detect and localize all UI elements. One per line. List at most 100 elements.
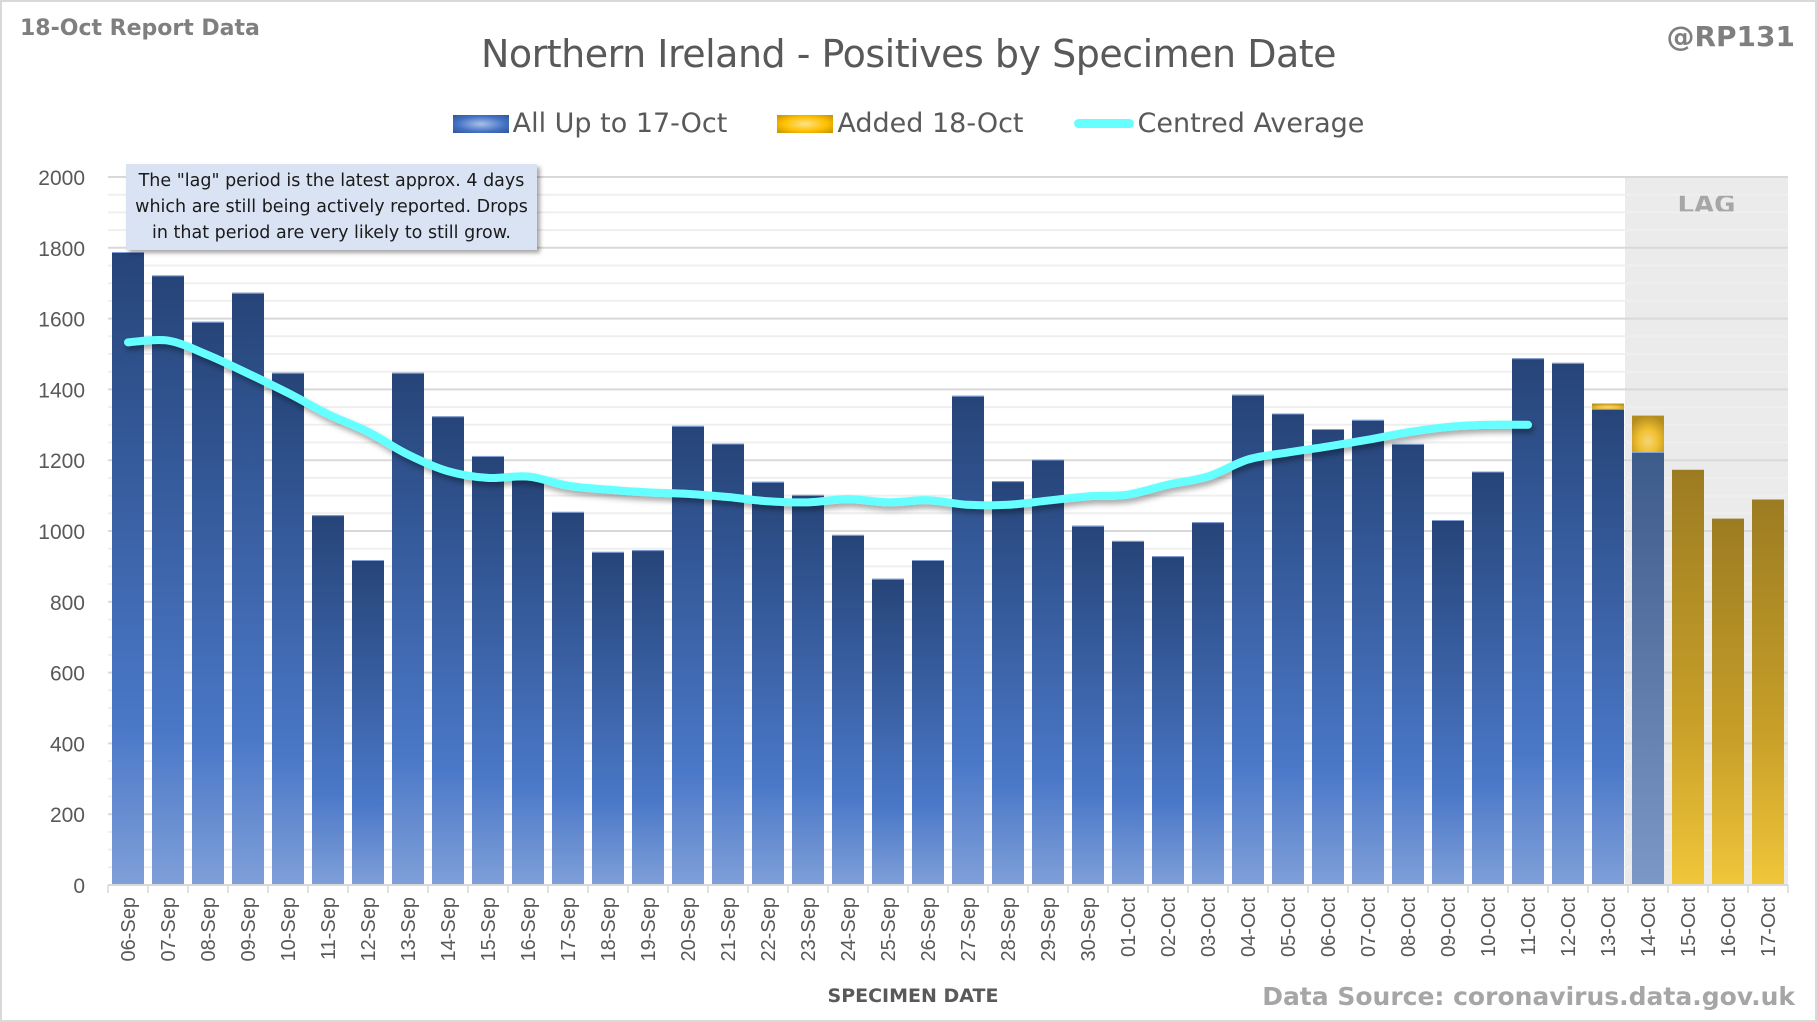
bar-all-up-to bbox=[512, 479, 544, 885]
x-tick-label: 14-Sep bbox=[438, 897, 460, 962]
x-tick-label: 23-Sep bbox=[798, 897, 820, 962]
bar-all-up-to bbox=[1272, 413, 1304, 885]
legend: All Up to 17-Oct Added 18-Oct Centred Av… bbox=[0, 108, 1817, 139]
x-tick-label: 05-Oct bbox=[1278, 897, 1300, 957]
x-tick-label: 09-Oct bbox=[1438, 897, 1460, 957]
x-tick-label: 30-Sep bbox=[1078, 897, 1100, 962]
legend-item-centred-average: Centred Average bbox=[1073, 108, 1365, 139]
bar-all-up-to bbox=[472, 455, 504, 885]
bar-all-up-to bbox=[152, 275, 184, 885]
bar-all-up-to bbox=[672, 425, 704, 885]
lag-annotation-note: The "lag" period is the latest approx. 4… bbox=[126, 164, 537, 250]
x-tick-label: 08-Oct bbox=[1398, 897, 1420, 957]
y-tick-label: 1600 bbox=[38, 309, 85, 332]
x-tick-label: 14-Oct bbox=[1638, 897, 1660, 957]
y-tick-label: 800 bbox=[50, 592, 85, 615]
x-tick-label: 11-Sep bbox=[318, 897, 340, 960]
x-tick-label: 28-Sep bbox=[998, 897, 1020, 962]
bar-all-up-to bbox=[592, 551, 624, 885]
x-tick-label: 17-Sep bbox=[558, 897, 580, 962]
chart-title: Northern Ireland - Positives by Specimen… bbox=[480, 32, 1337, 76]
y-tick-label: 1200 bbox=[38, 450, 85, 473]
bar-all-up-to bbox=[312, 515, 344, 885]
x-tick-label: 03-Oct bbox=[1198, 897, 1220, 957]
bar-all-up-to bbox=[1192, 522, 1224, 885]
bar-all-up-to bbox=[632, 550, 664, 885]
y-tick-label: 0 bbox=[73, 875, 85, 898]
bar-all-up-to bbox=[792, 494, 824, 885]
x-tick-label: 21-Sep bbox=[718, 897, 740, 962]
report-date-label: 18-Oct Report Data bbox=[20, 16, 260, 41]
x-tick-label: 13-Sep bbox=[398, 897, 420, 962]
x-tick-label: 29-Sep bbox=[1038, 897, 1060, 962]
x-tick-label: 10-Oct bbox=[1478, 897, 1500, 957]
x-tick-label: 06-Sep bbox=[118, 897, 140, 962]
bar-all-up-to bbox=[1312, 429, 1344, 885]
legend-item-all-up-to: All Up to 17-Oct bbox=[452, 108, 728, 139]
author-handle: @RP131 bbox=[1666, 20, 1795, 53]
bar-all-up-to bbox=[992, 481, 1024, 885]
x-tick-label: 15-Oct bbox=[1678, 897, 1700, 957]
bar-added bbox=[1592, 403, 1624, 409]
bar-all-up-to bbox=[1152, 556, 1184, 885]
bar-all-up-to bbox=[912, 560, 944, 885]
legend-swatch-blue bbox=[452, 114, 509, 133]
bar-all-up-to bbox=[1072, 525, 1104, 885]
y-tick-label: 400 bbox=[50, 733, 85, 756]
x-tick-label: 06-Oct bbox=[1318, 897, 1340, 957]
x-tick-label: 04-Oct bbox=[1238, 897, 1260, 957]
bar-all-up-to bbox=[112, 252, 144, 886]
data-source-label: Data Source: coronavirus.data.gov.uk bbox=[1262, 982, 1795, 1011]
bar-added bbox=[1632, 415, 1664, 453]
bar-all-up-to bbox=[1032, 459, 1064, 885]
x-tick-label: 16-Oct bbox=[1718, 897, 1740, 957]
x-tick-label: 20-Sep bbox=[678, 897, 700, 962]
y-tick-label: 1800 bbox=[38, 238, 85, 261]
bar-all-up-to bbox=[1112, 540, 1144, 885]
x-tick-label: 07-Sep bbox=[158, 897, 180, 962]
legend-swatch-gold bbox=[777, 114, 834, 133]
x-tick-label: 12-Oct bbox=[1558, 897, 1580, 957]
bar-added bbox=[1672, 469, 1704, 885]
x-tick-label: 08-Sep bbox=[198, 897, 220, 962]
bar-all-up-to bbox=[1592, 408, 1624, 885]
bar-all-up-to bbox=[1512, 358, 1544, 885]
bar-added bbox=[1752, 499, 1784, 885]
x-tick-label: 26-Sep bbox=[918, 897, 940, 962]
bar-all-up-to bbox=[832, 534, 864, 885]
bar-all-up-to bbox=[1632, 452, 1664, 885]
x-tick-label: 17-Oct bbox=[1758, 897, 1780, 957]
legend-label: Centred Average bbox=[1137, 108, 1365, 139]
bar-all-up-to bbox=[752, 481, 784, 885]
x-tick-label: 13-Oct bbox=[1598, 897, 1620, 957]
bar-all-up-to bbox=[192, 321, 224, 885]
bar-all-up-to bbox=[1552, 362, 1584, 886]
y-tick-label: 600 bbox=[50, 663, 85, 686]
y-tick-label: 200 bbox=[50, 804, 85, 827]
x-axis-title: SPECIMEN DATE bbox=[827, 985, 999, 1007]
x-tick-label: 02-Oct bbox=[1158, 897, 1180, 957]
centred-average-line bbox=[124, 335, 1532, 510]
bar-all-up-to bbox=[432, 416, 464, 885]
x-tick-label: 12-Sep bbox=[358, 897, 380, 962]
bar-all-up-to bbox=[1472, 471, 1504, 885]
x-tick-label: 19-Sep bbox=[638, 897, 660, 962]
bar-all-up-to bbox=[272, 372, 304, 886]
bar-all-up-to bbox=[1432, 520, 1464, 885]
bar-all-up-to bbox=[952, 395, 984, 885]
x-tick-label: 16-Sep bbox=[518, 897, 540, 962]
bar-all-up-to bbox=[712, 443, 744, 885]
x-tick-label: 07-Oct bbox=[1358, 897, 1380, 957]
bar-all-up-to bbox=[1232, 394, 1264, 885]
x-tick-label: 10-Sep bbox=[278, 897, 300, 962]
x-tick-label: 22-Sep bbox=[758, 897, 780, 962]
legend-swatch-line bbox=[1073, 119, 1134, 128]
x-tick-label: 09-Sep bbox=[238, 897, 260, 962]
bar-all-up-to bbox=[1392, 443, 1424, 885]
x-tick-label: 18-Sep bbox=[598, 897, 620, 962]
x-tick-label: 11-Oct bbox=[1518, 897, 1540, 956]
legend-label: All Up to 17-Oct bbox=[512, 108, 728, 139]
bar-all-up-to bbox=[232, 292, 264, 885]
bar-all-up-to bbox=[872, 578, 904, 885]
